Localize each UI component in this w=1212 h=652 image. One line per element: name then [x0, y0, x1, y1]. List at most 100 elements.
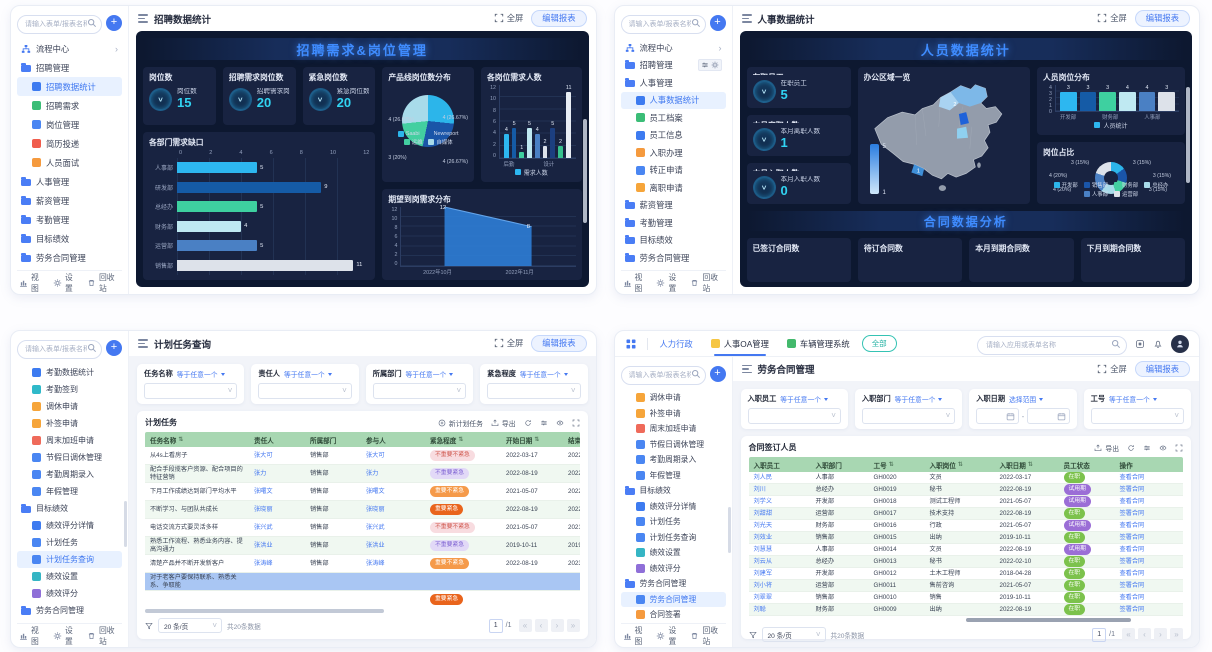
app-tab[interactable]: 人事OA管理	[709, 331, 771, 356]
action-link[interactable]: 刘聪	[753, 605, 766, 613]
column-header[interactable]: 操作	[1115, 457, 1184, 472]
table-row[interactable]: 刘学义 开发部 GH0018 测试工程师 2021-05-07 试用期 查看合同	[748, 496, 1183, 508]
column-header[interactable]: 工号 ⇅	[869, 457, 925, 472]
action-link[interactable]: 刘甜甜	[753, 509, 773, 517]
column-header[interactable]: 所属部门	[305, 432, 361, 447]
action-link[interactable]: 刘川	[753, 485, 766, 493]
action-link[interactable]: 查看合同	[1119, 593, 1145, 601]
action-link[interactable]: 张涛峰	[254, 559, 273, 567]
sidebar-item[interactable]: 劳务合同管理	[621, 249, 726, 267]
sidebar-item[interactable]: 薪资管理	[17, 191, 122, 210]
table-row[interactable]: 刘聪 财务部 GH0009 出纳 2022-08-19 在职 签署合同	[748, 604, 1183, 616]
column-header[interactable]: 入职日期 ⇅	[995, 457, 1059, 472]
add-form-button[interactable]: +	[709, 14, 726, 31]
sidebar-search[interactable]	[620, 364, 706, 385]
column-header[interactable]: 入职部门	[811, 457, 869, 472]
filter-select[interactable]: ˅	[1090, 408, 1184, 424]
table-row[interactable]: 刘云从 总经办 GH0013 秘书 2022-02-10 在职 签署合同	[748, 556, 1183, 568]
all-apps-button[interactable]: 全部	[861, 335, 897, 352]
sidebar-item[interactable]: 薪资管理	[621, 197, 726, 215]
current-page[interactable]: 1	[488, 618, 503, 633]
action-link[interactable]: 刘小将	[753, 581, 773, 589]
sort-icon[interactable]: ⇅	[957, 462, 963, 468]
sidebar-item[interactable]: 岗位管理	[17, 115, 122, 134]
refresh-button[interactable]	[1127, 444, 1135, 452]
table-row[interactable]: 刘小将 运营部 GH0011 售前咨询 2021-05-07 在职 签署合同	[748, 580, 1183, 592]
new-task-button[interactable]: 新计划任务	[438, 418, 483, 428]
edit-report-button[interactable]: 编辑报表	[1134, 360, 1190, 378]
action-link[interactable]: 签署合同	[1119, 557, 1145, 565]
collapse-menu-icon[interactable]	[138, 339, 148, 348]
action-link[interactable]: 张大可	[366, 451, 385, 459]
sidebar-item[interactable]: 计划任务查询	[621, 530, 726, 546]
sidebar-item[interactable]: 节假日调休管理	[17, 449, 122, 466]
collapse-menu-icon[interactable]	[741, 14, 752, 23]
sidebar-item[interactable]: 离职申请	[621, 179, 726, 197]
sidebar-item[interactable]: 招聘管理	[621, 57, 726, 75]
action-link[interactable]: 查看合同	[1119, 473, 1145, 481]
filter-select[interactable]: ˅	[747, 408, 841, 424]
add-form-button[interactable]: +	[709, 365, 726, 382]
sidebar-scrollbar[interactable]	[124, 501, 127, 547]
filter-operator[interactable]: 等于任意一个	[519, 372, 561, 379]
sidebar-item[interactable]: 补签申请	[621, 406, 726, 422]
footer-item-trash[interactable]: 回收站	[690, 272, 723, 294]
sidebar-item[interactable]: 流程中心 ›	[17, 39, 122, 58]
sidebar-item[interactable]: 员工档案	[621, 109, 726, 127]
notification-bell-icon[interactable]	[1153, 339, 1163, 349]
filter-operator[interactable]: 选择范围	[1009, 397, 1037, 404]
sidebar-item[interactable]: 考勤数据统计	[17, 364, 122, 381]
sidebar-item[interactable]: 考勤周期录入	[17, 466, 122, 483]
table-row[interactable]: 下月工作成绩达到部门平均水平 张曙文 销售部 张曙文 重要不紧急 2021-05-07 20…	[145, 483, 580, 501]
column-settings-button[interactable]	[540, 419, 548, 427]
sidebar-search-input[interactable]	[620, 15, 706, 34]
column-settings-button[interactable]	[1143, 444, 1151, 452]
sort-icon[interactable]: ⇅	[1027, 462, 1033, 468]
refresh-button[interactable]	[524, 419, 532, 427]
filter-select[interactable]: ˅	[144, 383, 238, 399]
column-header[interactable]: 任务名称 ⇅	[145, 432, 249, 447]
table-row[interactable]: 不断学习、与团队共成长 张晓丽 销售部 张晓丽 重要紧急 2022-08-19 2022-1…	[145, 501, 580, 519]
sidebar-item[interactable]: 目标绩效	[621, 483, 726, 499]
sidebar-item[interactable]: 绩效设置	[17, 568, 122, 585]
sidebar-item[interactable]: 考勤管理	[17, 210, 122, 229]
h-scrollbar[interactable]	[749, 618, 1184, 623]
action-link[interactable]: 张晓丽	[366, 505, 385, 513]
action-link[interactable]: 查看合同	[1119, 569, 1145, 577]
table-row[interactable]: 刘川 总经办 GH0019 秘书 2022-08-19 试用期 签署合同	[748, 484, 1183, 496]
footer-item-chart[interactable]: 视图	[623, 272, 649, 294]
sidebar-item[interactable]: 合同签署	[621, 607, 726, 623]
sort-icon[interactable]: ⇅	[458, 437, 464, 443]
sort-icon[interactable]: ⇅	[534, 437, 540, 443]
footer-item-chart[interactable]: 视图	[623, 625, 649, 647]
sidebar-item[interactable]: 人员面试	[17, 153, 122, 172]
last-page-button[interactable]: »	[1170, 628, 1183, 641]
table-row[interactable]: 电话交流方式要灵活多样 张兴武 销售部 张兴武 不重要不紧急 2021-05-07 2021…	[145, 519, 580, 537]
export-button[interactable]: 导出	[491, 418, 516, 428]
edit-report-button[interactable]: 编辑报表	[531, 335, 587, 352]
sidebar-search[interactable]	[17, 13, 102, 34]
sidebar-search-input[interactable]	[17, 15, 102, 34]
action-link[interactable]: 张兴武	[366, 523, 385, 531]
collapse-menu-icon[interactable]	[138, 14, 148, 23]
action-link[interactable]: 张力	[366, 469, 379, 477]
filter-operator[interactable]: 等于任意一个	[894, 397, 936, 404]
action-link[interactable]: 签署合同	[1119, 581, 1145, 589]
avatar[interactable]	[1171, 334, 1189, 353]
footer-item-trash[interactable]: 回收站	[690, 625, 723, 647]
sidebar-item[interactable]: 简历投递	[17, 134, 122, 153]
table-row[interactable]: 刘甜甜 运营部 GH0017 技术支持 2022-08-19 在职 签署合同	[748, 508, 1183, 520]
app-tab[interactable]: 车辆管理系统	[785, 331, 852, 356]
filter-select[interactable]: ˅	[861, 408, 956, 424]
sidebar-item[interactable]: 计划任务	[621, 514, 726, 530]
sidebar-item[interactable]: 考勤管理	[621, 214, 726, 232]
first-page-button[interactable]: «	[1122, 628, 1135, 641]
app-search[interactable]	[977, 334, 1127, 355]
column-header[interactable]: 责任人	[249, 432, 305, 447]
sidebar-search[interactable]	[620, 13, 706, 34]
table-row[interactable]: 重要紧急	[145, 591, 580, 607]
visibility-button[interactable]	[1159, 444, 1167, 452]
sidebar-item[interactable]: 目标绩效	[17, 500, 122, 517]
footer-item-gear[interactable]: 设置	[656, 272, 682, 294]
sidebar-item[interactable]: 劳务合同管理	[620, 591, 726, 607]
